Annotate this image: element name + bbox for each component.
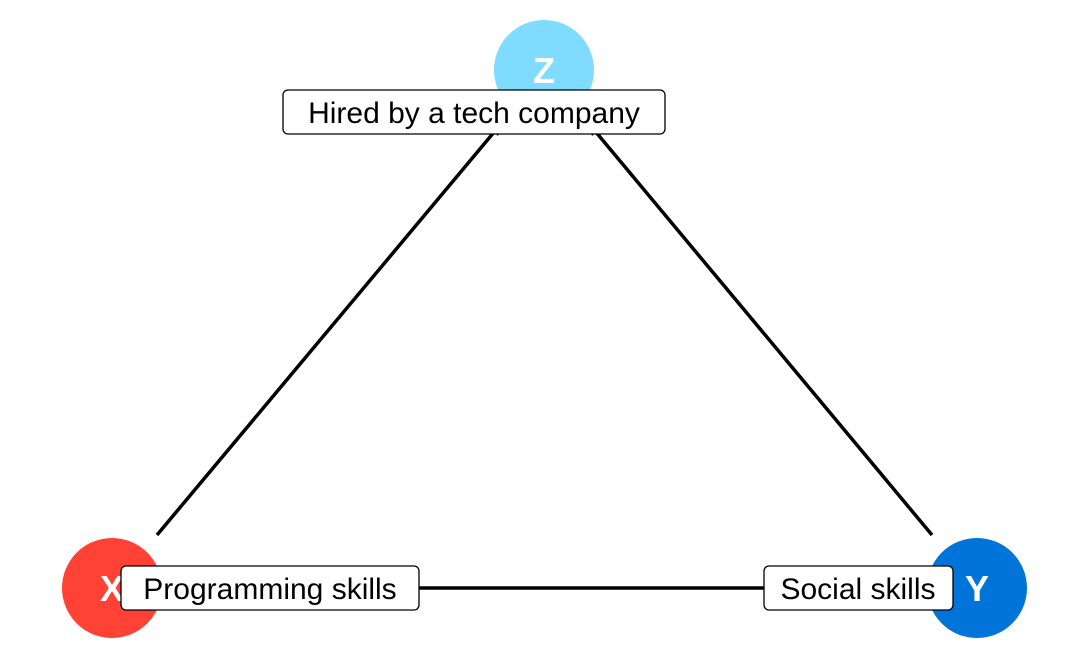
label-x-box xyxy=(120,565,420,611)
label-z-text: Hired by a tech company xyxy=(308,97,640,130)
node-x-letter: X xyxy=(100,568,124,609)
label-y-text: Social skills xyxy=(780,573,935,606)
node-x-circle xyxy=(62,538,162,638)
edge-y-z xyxy=(588,123,934,537)
label-z-box xyxy=(282,89,666,135)
node-y-letter: Y xyxy=(965,568,989,609)
node-z-letter: Z xyxy=(533,50,555,91)
node-y-circle xyxy=(927,538,1027,638)
label-x-text: Programming skills xyxy=(143,573,396,606)
label-y-box xyxy=(763,565,954,611)
edge-x-z xyxy=(155,123,502,537)
